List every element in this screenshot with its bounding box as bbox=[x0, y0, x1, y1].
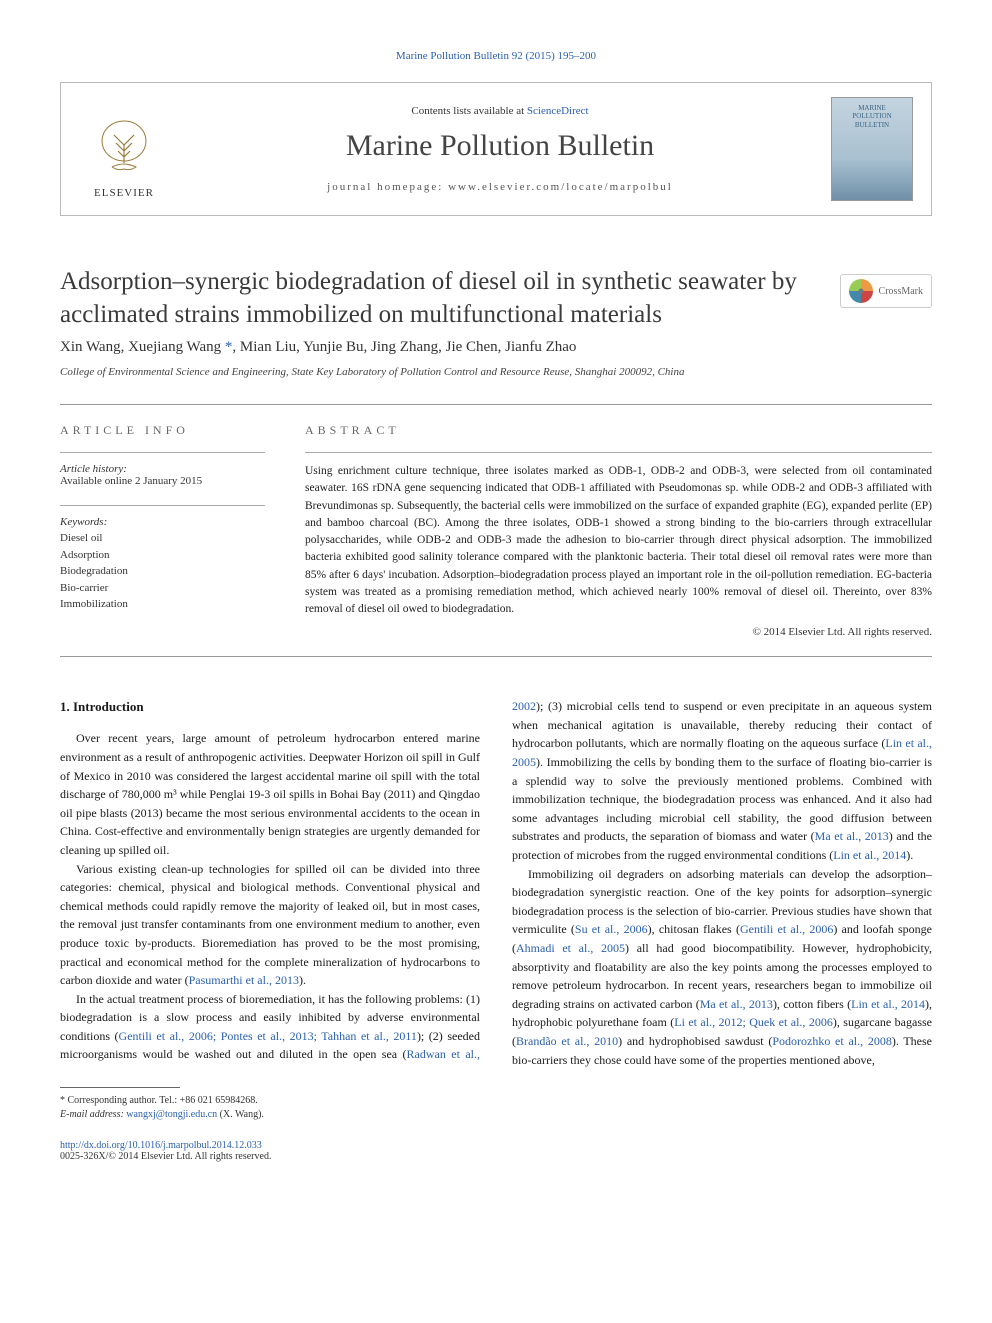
email-footnote: E-mail address: wangxj@tongji.edu.cn (X.… bbox=[60, 1108, 932, 1122]
author-email-link[interactable]: wangxj@tongji.edu.cn bbox=[126, 1109, 217, 1120]
body-paragraph: Immobilizing oil degraders on adsorbing … bbox=[512, 865, 932, 1070]
body-paragraph: Various existing clean-up technologies f… bbox=[60, 860, 480, 990]
body-area: 1. Introduction Over recent years, large… bbox=[60, 697, 932, 1162]
homepage-label: journal homepage: bbox=[327, 181, 448, 193]
keyword-item: Biodegradation bbox=[60, 563, 265, 580]
info-rule-1 bbox=[60, 452, 265, 453]
crossmark-icon bbox=[849, 279, 873, 303]
citation-link[interactable]: Brandão et al., 2010 bbox=[516, 1034, 618, 1048]
citation-link[interactable]: Li et al., 2012; Quek et al., 2006 bbox=[674, 1015, 833, 1029]
publisher-name: ELSEVIER bbox=[94, 187, 154, 199]
article-title: Adsorption–synergic biodegradation of di… bbox=[60, 266, 840, 331]
corresponding-author-footnote: * Corresponding author. Tel.: +86 021 65… bbox=[60, 1094, 932, 1108]
citation-link[interactable]: Gentili et al., 2006; Pontes et al., 201… bbox=[119, 1029, 417, 1043]
journal-name: Marine Pollution Bulletin bbox=[169, 129, 831, 163]
sciencedirect-link[interactable]: ScienceDirect bbox=[527, 105, 589, 117]
history-text: Available online 2 January 2015 bbox=[60, 475, 265, 487]
rule-bottom bbox=[60, 656, 932, 657]
citation-link[interactable]: Gentili et al., 2006 bbox=[740, 922, 833, 936]
citation-link[interactable]: Su et al., 2006 bbox=[575, 922, 648, 936]
body-columns: 1. Introduction Over recent years, large… bbox=[60, 697, 932, 1069]
keywords-label: Keywords: bbox=[60, 516, 265, 528]
journal-masthead: ELSEVIER Contents lists available at Sci… bbox=[60, 82, 932, 216]
keyword-item: Immobilization bbox=[60, 596, 265, 613]
citation-link[interactable]: Ma et al., 2013 bbox=[815, 829, 889, 843]
authors-first: Xin Wang, Xuejiang Wang bbox=[60, 339, 221, 355]
citation-link[interactable]: Podorozhko et al., 2008 bbox=[772, 1034, 891, 1048]
doi-link[interactable]: http://dx.doi.org/10.1016/j.marpolbul.20… bbox=[60, 1140, 262, 1151]
citation-link[interactable]: Lin et al., 2014 bbox=[851, 997, 925, 1011]
article-info-label: article info bbox=[60, 423, 265, 438]
body-paragraph: Over recent years, large amount of petro… bbox=[60, 729, 480, 859]
citation-link[interactable]: Ahmadi et al., 2005 bbox=[516, 941, 625, 955]
cover-title: MARINE POLLUTION BULLETIN bbox=[832, 98, 912, 129]
masthead-center: Contents lists available at ScienceDirec… bbox=[169, 105, 831, 193]
keyword-item: Diesel oil bbox=[60, 530, 265, 547]
top-citation[interactable]: Marine Pollution Bulletin 92 (2015) 195–… bbox=[60, 50, 932, 62]
info-rule-2 bbox=[60, 505, 265, 506]
contents-line: Contents lists available at ScienceDirec… bbox=[169, 105, 831, 117]
info-abstract-row: article info Article history: Available … bbox=[60, 423, 932, 638]
citation-link[interactable]: Pasumarthi et al., 2013 bbox=[189, 973, 299, 987]
keyword-item: Adsorption bbox=[60, 547, 265, 564]
issn-copyright: 0025-326X/© 2014 Elsevier Ltd. All right… bbox=[60, 1151, 932, 1162]
title-block: Adsorption–synergic biodegradation of di… bbox=[60, 266, 932, 331]
abstract-column: abstract Using enrichment culture techni… bbox=[305, 423, 932, 638]
crossmark-label: CrossMark bbox=[879, 286, 923, 297]
crossmark-badge[interactable]: CrossMark bbox=[840, 274, 932, 308]
section-heading-intro: 1. Introduction bbox=[60, 697, 480, 717]
doi-block: http://dx.doi.org/10.1016/j.marpolbul.20… bbox=[60, 1140, 932, 1162]
contents-prefix: Contents lists available at bbox=[411, 105, 526, 117]
elsevier-tree-icon bbox=[94, 119, 154, 183]
article-info-column: article info Article history: Available … bbox=[60, 423, 265, 638]
journal-homepage: journal homepage: www.elsevier.com/locat… bbox=[169, 181, 831, 193]
citation-link[interactable]: Ma et al., 2013 bbox=[700, 997, 773, 1011]
affiliation: College of Environmental Science and Eng… bbox=[60, 366, 932, 378]
abstract-rule bbox=[305, 452, 932, 453]
abstract-copyright: © 2014 Elsevier Ltd. All rights reserved… bbox=[305, 626, 932, 638]
rule-top bbox=[60, 404, 932, 405]
homepage-url[interactable]: www.elsevier.com/locate/marpolbul bbox=[448, 181, 673, 193]
corresponding-author-star[interactable]: * bbox=[221, 339, 232, 355]
abstract-text: Using enrichment culture technique, thre… bbox=[305, 463, 932, 618]
history-label: Article history: bbox=[60, 463, 265, 475]
footnote-rule bbox=[60, 1087, 180, 1088]
authors-rest: , Mian Liu, Yunjie Bu, Jing Zhang, Jie C… bbox=[232, 339, 576, 355]
publisher-logo: ELSEVIER bbox=[79, 99, 169, 199]
abstract-label: abstract bbox=[305, 423, 932, 438]
citation-link[interactable]: Lin et al., 2014 bbox=[833, 848, 906, 862]
journal-cover-thumbnail: MARINE POLLUTION BULLETIN bbox=[831, 97, 913, 201]
author-list: Xin Wang, Xuejiang Wang *, Mian Liu, Yun… bbox=[60, 339, 932, 356]
keyword-item: Bio-carrier bbox=[60, 580, 265, 597]
